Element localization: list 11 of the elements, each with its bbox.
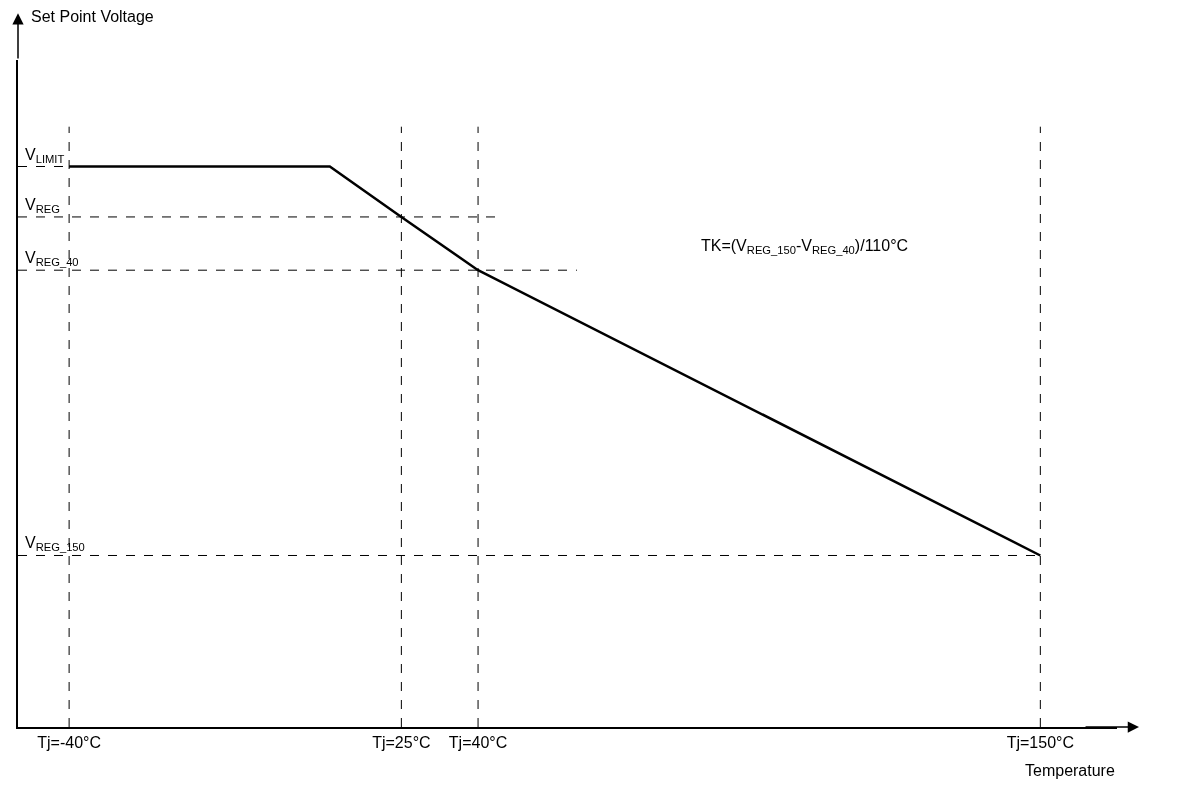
ref-line-label: V$_{REG_150}$ (25, 534, 85, 554)
x-tick-label: Tj=150°C (1006, 733, 1074, 751)
ref-line-label: V$_{REG_40}$ (25, 249, 79, 269)
x-tick-label: Tj=40°C (448, 733, 508, 751)
x-tick-label: Tj=-40°C (37, 733, 101, 751)
ref-line-label: V$_{LIMIT}$ (25, 146, 65, 166)
annotation: TK=(V$_{REG_150}$-V$_{REG_40}$)/110°C (701, 237, 909, 257)
x-axis-title: Temperature (1025, 762, 1115, 779)
text: Set Point Voltage (31, 8, 154, 25)
ref-line-label: V$_{REG}$ (25, 196, 60, 216)
x-tick-label: Tj=25°C (372, 733, 431, 751)
